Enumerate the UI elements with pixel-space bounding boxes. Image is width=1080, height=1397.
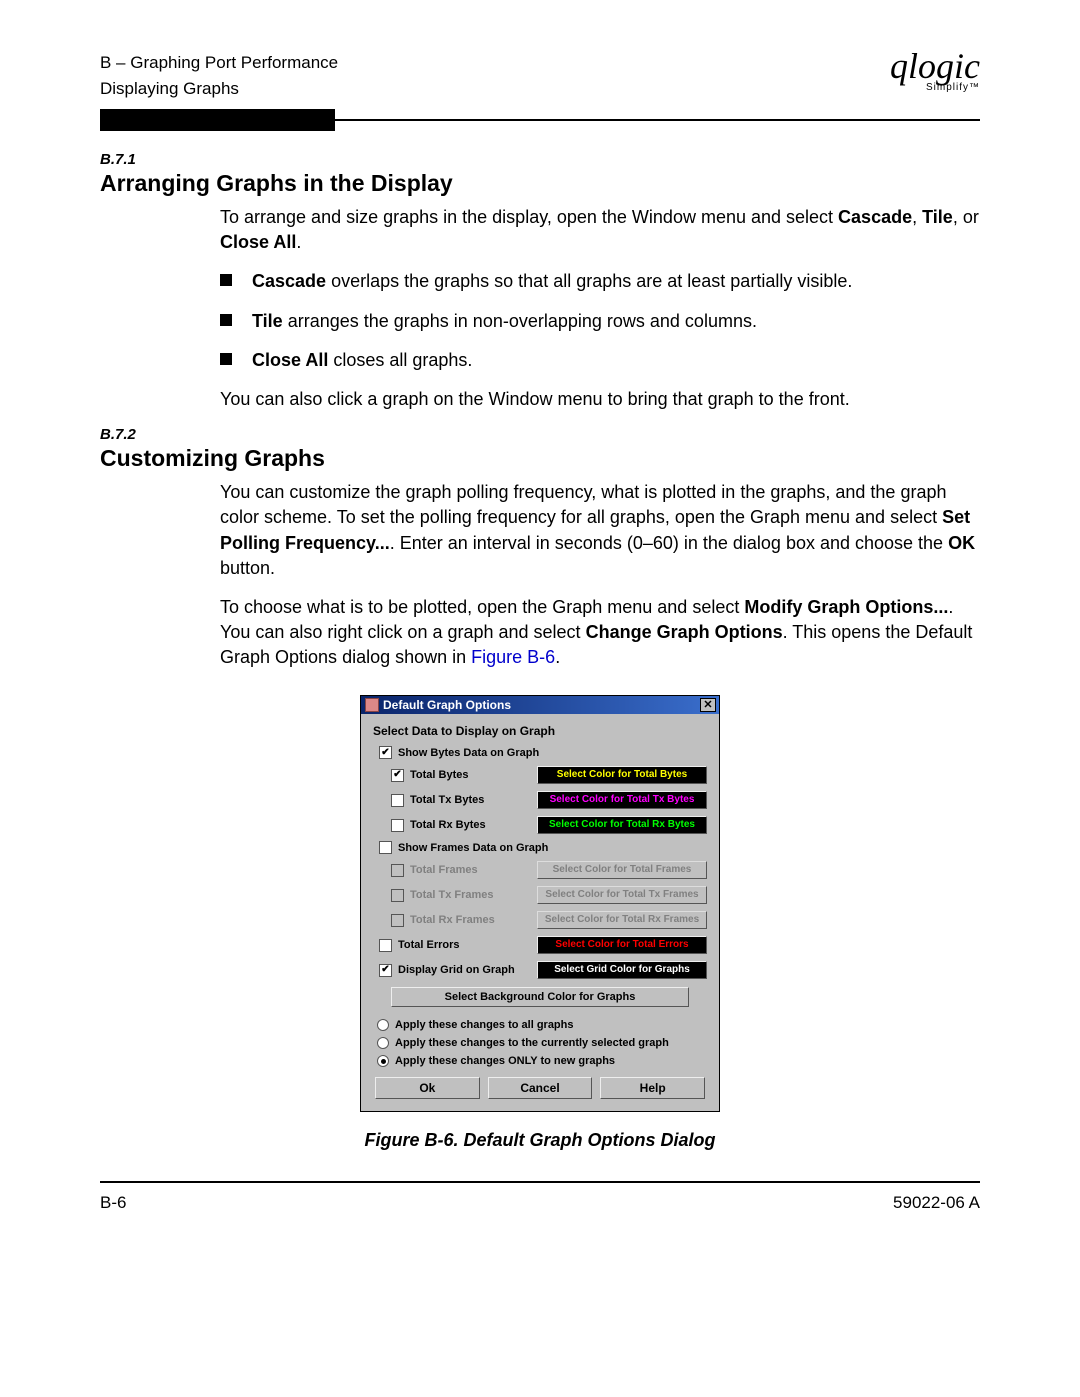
paragraph: To choose what is to be plotted, open th… xyxy=(220,595,980,671)
checkbox-row[interactable]: ✔ Show Bytes Data on Graph xyxy=(379,746,707,759)
radio-row[interactable]: Apply these changes ONLY to new graphs xyxy=(377,1055,707,1067)
radio-row[interactable]: Apply these changes to the currently sel… xyxy=(377,1037,707,1049)
paragraph: To arrange and size graphs in the displa… xyxy=(220,205,980,255)
page-footer: B-6 59022-06 A xyxy=(100,1193,980,1213)
select-color-button[interactable]: Select Color for Total Errors xyxy=(537,936,707,954)
checkbox-row: Total Tx Bytes Select Color for Total Tx… xyxy=(391,791,707,809)
footer-rule xyxy=(100,1181,980,1183)
checkbox-row: Total Rx Frames Select Color for Total R… xyxy=(391,911,707,929)
checkbox-icon[interactable]: ✔ xyxy=(379,746,392,759)
figure-link[interactable]: Figure B-6 xyxy=(471,647,555,667)
checkbox-row: Total Tx Frames Select Color for Total T… xyxy=(391,886,707,904)
select-color-button[interactable]: Select Color for Total Tx Bytes xyxy=(537,791,707,809)
ok-button[interactable]: Ok xyxy=(375,1077,480,1099)
select-color-button: Select Color for Total Frames xyxy=(537,861,707,879)
page-header: B – Graphing Port Performance Displaying… xyxy=(100,50,980,101)
select-color-button[interactable]: Select Grid Color for Graphs xyxy=(537,961,707,979)
dialog-heading: Select Data to Display on Graph xyxy=(373,724,707,738)
checkbox-icon[interactable] xyxy=(391,794,404,807)
paragraph: You can also click a graph on the Window… xyxy=(220,387,980,412)
checkbox-icon xyxy=(391,889,404,902)
list-item: Tile arranges the graphs in non-overlapp… xyxy=(220,309,980,334)
logo: qlogic Simplify™ xyxy=(890,50,980,93)
list-item: Close All closes all graphs. xyxy=(220,348,980,373)
close-button[interactable]: ✕ xyxy=(700,698,716,712)
checkbox-icon[interactable]: ✔ xyxy=(391,769,404,782)
dialog-title: Default Graph Options xyxy=(383,698,511,712)
doc-number: 59022-06 A xyxy=(893,1193,980,1213)
checkbox-row: ✔ Display Grid on Graph Select Grid Colo… xyxy=(379,961,707,979)
checkbox-icon[interactable]: ✔ xyxy=(379,964,392,977)
square-bullet-icon xyxy=(220,274,232,286)
select-color-button: Select Color for Total Tx Frames xyxy=(537,886,707,904)
header-rule xyxy=(100,109,980,131)
select-color-button[interactable]: Select Color for Total Bytes xyxy=(537,766,707,784)
checkbox-row: Total Errors Select Color for Total Erro… xyxy=(379,936,707,954)
section-title: Customizing Graphs xyxy=(100,445,980,472)
select-color-button: Select Color for Total Rx Frames xyxy=(537,911,707,929)
square-bullet-icon xyxy=(220,314,232,326)
header-line2: Displaying Graphs xyxy=(100,76,338,102)
bullet-list: Cascade overlaps the graphs so that all … xyxy=(220,269,980,373)
list-item: Cascade overlaps the graphs so that all … xyxy=(220,269,980,294)
square-bullet-icon xyxy=(220,353,232,365)
checkbox-icon[interactable] xyxy=(391,819,404,832)
radio-icon[interactable] xyxy=(377,1037,389,1049)
section-title: Arranging Graphs in the Display xyxy=(100,170,980,197)
radio-row[interactable]: Apply these changes to all graphs xyxy=(377,1019,707,1031)
radio-icon[interactable] xyxy=(377,1055,389,1067)
help-button[interactable]: Help xyxy=(600,1077,705,1099)
checkbox-row[interactable]: Show Frames Data on Graph xyxy=(379,841,707,854)
section-number: B.7.1 xyxy=(100,151,980,168)
checkbox-icon xyxy=(391,864,404,877)
select-bg-color-button[interactable]: Select Background Color for Graphs xyxy=(391,987,689,1007)
checkbox-row: Total Rx Bytes Select Color for Total Rx… xyxy=(391,816,707,834)
page-number: B-6 xyxy=(100,1193,126,1213)
header-line1: B – Graphing Port Performance xyxy=(100,50,338,76)
select-color-button[interactable]: Select Color for Total Rx Bytes xyxy=(537,816,707,834)
checkbox-icon[interactable] xyxy=(379,841,392,854)
paragraph: You can customize the graph polling freq… xyxy=(220,480,980,581)
section-number: B.7.2 xyxy=(100,426,980,443)
dialog-titlebar[interactable]: Default Graph Options ✕ xyxy=(361,696,719,714)
app-icon xyxy=(365,698,379,712)
radio-icon[interactable] xyxy=(377,1019,389,1031)
figure-caption: Figure B-6. Default Graph Options Dialog xyxy=(100,1130,980,1151)
checkbox-row: ✔ Total Bytes Select Color for Total Byt… xyxy=(391,766,707,784)
checkbox-icon xyxy=(391,914,404,927)
cancel-button[interactable]: Cancel xyxy=(488,1077,593,1099)
checkbox-icon[interactable] xyxy=(379,939,392,952)
default-graph-options-dialog: Default Graph Options ✕ Select Data to D… xyxy=(360,695,720,1112)
checkbox-row: Total Frames Select Color for Total Fram… xyxy=(391,861,707,879)
